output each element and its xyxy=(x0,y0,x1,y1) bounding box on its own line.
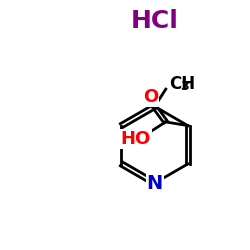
Text: N: N xyxy=(146,174,163,193)
Text: 3: 3 xyxy=(180,80,189,93)
Text: HO: HO xyxy=(121,130,151,148)
Text: HCl: HCl xyxy=(131,9,178,33)
Text: O: O xyxy=(143,88,158,106)
Text: CH: CH xyxy=(170,75,196,93)
